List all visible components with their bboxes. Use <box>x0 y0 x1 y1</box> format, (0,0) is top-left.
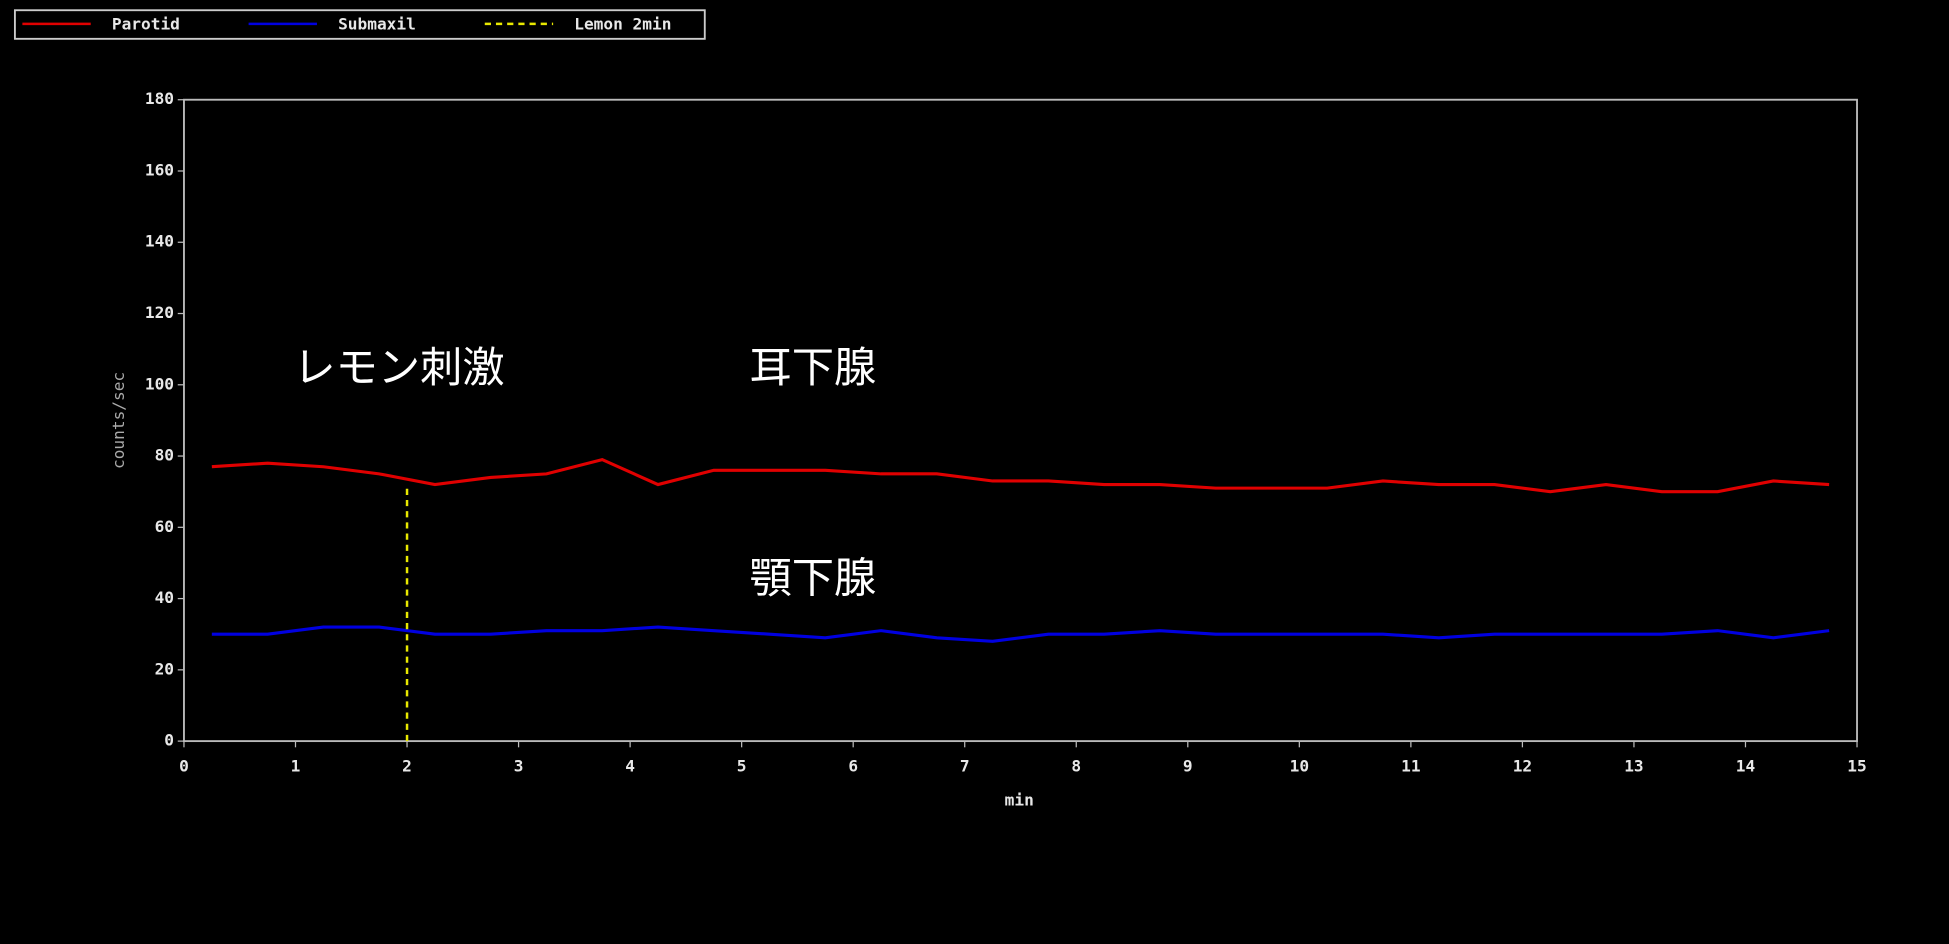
y-tick-label: 160 <box>145 160 174 179</box>
legend-label: Parotid <box>112 15 180 34</box>
x-tick-label: 0 <box>179 757 189 776</box>
x-tick-label: 11 <box>1401 757 1420 776</box>
annotation: 耳下腺 <box>750 343 877 392</box>
x-tick-label: 9 <box>1183 757 1193 776</box>
y-axis-label: counts/sec <box>109 372 128 469</box>
x-tick-label: 6 <box>848 757 858 776</box>
x-tick-label: 5 <box>737 757 747 776</box>
y-tick-label: 40 <box>155 588 174 607</box>
y-tick-label: 20 <box>155 659 174 678</box>
series-line <box>211 625 1830 643</box>
x-tick-label: 7 <box>960 757 970 776</box>
x-tick-label: 4 <box>625 757 635 776</box>
plot-frame <box>183 98 1858 743</box>
x-tick-label: 1 <box>291 757 301 776</box>
legend-label: Submaxil <box>338 15 416 34</box>
x-tick-label: 8 <box>1071 757 1081 776</box>
x-tick-label: 2 <box>402 757 412 776</box>
annotation: レモン刺激 <box>293 343 504 392</box>
x-tick-label: 10 <box>1290 757 1309 776</box>
x-tick-label: 13 <box>1624 757 1643 776</box>
annotation: 顎下腺 <box>750 553 877 602</box>
legend-label: Lemon 2min <box>574 15 671 34</box>
series-line <box>211 457 1830 494</box>
x-tick-label: 15 <box>1847 757 1866 776</box>
y-tick-label: 100 <box>145 374 174 393</box>
y-tick-label: 0 <box>164 731 174 750</box>
x-tick-label: 14 <box>1736 757 1755 776</box>
y-tick-label: 60 <box>155 517 174 536</box>
y-tick-label: 180 <box>145 89 174 108</box>
y-tick-label: 120 <box>145 303 174 322</box>
y-tick-label: 80 <box>155 446 174 465</box>
y-tick-label: 140 <box>145 232 174 251</box>
x-tick-label: 3 <box>514 757 524 776</box>
x-axis-label: min <box>1005 790 1034 809</box>
x-tick-label: 12 <box>1513 757 1532 776</box>
legend-box <box>13 9 706 40</box>
